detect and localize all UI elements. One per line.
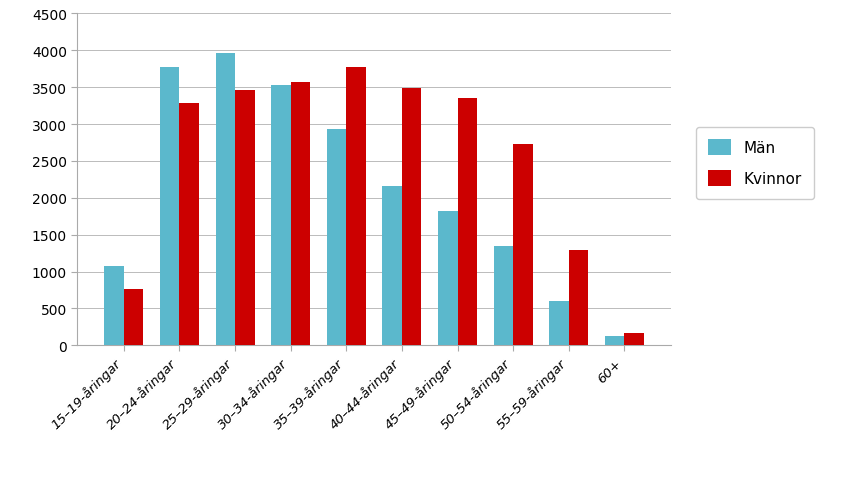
Bar [383, 187, 402, 346]
Bar [180, 104, 199, 346]
Bar [271, 86, 291, 346]
Bar [568, 251, 588, 346]
Bar [513, 144, 532, 346]
Bar [291, 83, 310, 346]
Legend: Män, Kvinnor: Män, Kvinnor [697, 128, 814, 199]
Bar [494, 247, 513, 346]
Bar [235, 91, 255, 346]
Bar [605, 337, 624, 346]
Bar [124, 289, 144, 346]
Bar [402, 89, 421, 346]
Bar [438, 212, 458, 346]
Bar [347, 67, 366, 346]
Bar [624, 333, 644, 346]
Bar [458, 98, 477, 346]
Bar [327, 130, 347, 346]
Bar [216, 53, 235, 346]
Bar [160, 68, 180, 346]
Bar [550, 301, 568, 346]
Bar [104, 266, 124, 346]
